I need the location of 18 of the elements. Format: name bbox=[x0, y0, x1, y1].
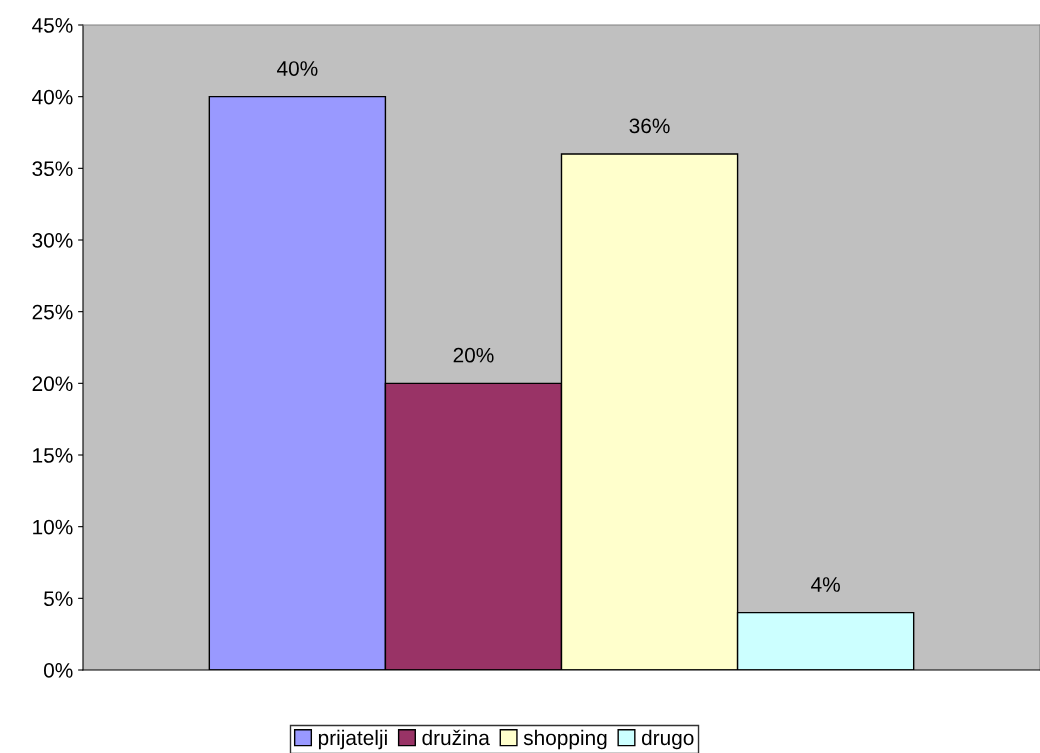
legend-label: shopping bbox=[523, 729, 607, 750]
y-tick-label: 45% bbox=[32, 18, 73, 33]
legend-label: prijatelji bbox=[318, 729, 387, 750]
legend-label: drugo bbox=[641, 729, 694, 750]
data-label: 4% bbox=[811, 577, 840, 592]
y-tick-label: 15% bbox=[33, 448, 73, 463]
y-tick-label: 40% bbox=[32, 89, 73, 105]
data-label: 20% bbox=[453, 347, 494, 363]
y-tick-label: 25% bbox=[32, 304, 73, 320]
y-tick-label: 10% bbox=[33, 519, 73, 535]
y-tick-label: 5% bbox=[44, 591, 73, 607]
data-label: 40% bbox=[277, 61, 318, 76]
y-tick-label: 30% bbox=[32, 233, 73, 248]
data-label: 36% bbox=[629, 118, 670, 134]
y-tick-label: 0% bbox=[43, 663, 73, 678]
y-tick-label: 35% bbox=[32, 161, 73, 177]
legend-label: družina bbox=[422, 729, 490, 746]
y-tick-label: 20% bbox=[32, 376, 73, 392]
